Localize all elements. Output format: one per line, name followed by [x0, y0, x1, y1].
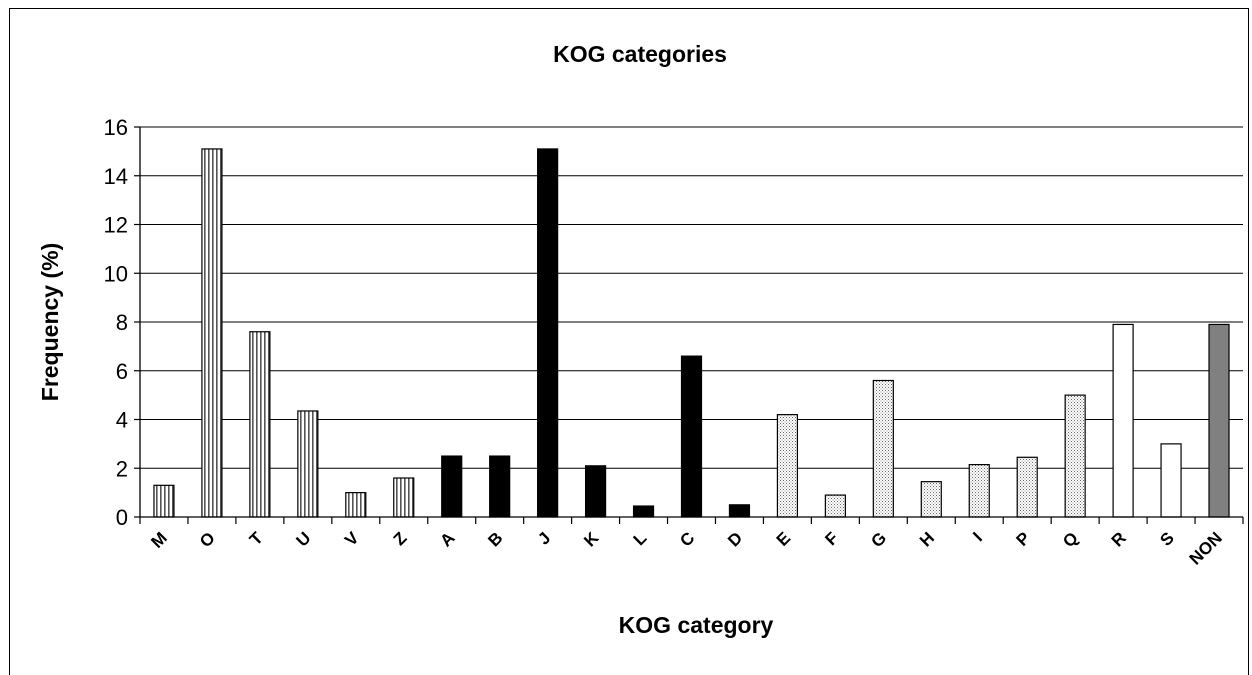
bar-e: [776, 414, 799, 518]
x-tick-label: L: [630, 528, 651, 549]
x-tick-label: D: [724, 528, 746, 550]
y-tick-label: 12: [104, 213, 128, 238]
y-tick-label: 2: [116, 456, 128, 481]
x-tick-label: K: [580, 528, 603, 551]
x-tick-label: J: [534, 528, 554, 548]
bar-o: [201, 148, 223, 518]
bar-c: [680, 355, 703, 518]
x-tick-label: M: [147, 528, 170, 551]
bar-i: [968, 463, 990, 518]
x-tick-label: A: [436, 528, 458, 550]
x-tick-label: V: [341, 528, 363, 550]
x-tick-label: C: [676, 528, 698, 550]
bar-a: [441, 455, 463, 518]
x-tick-label: NON: [1186, 528, 1226, 568]
x-tick-label: R: [1108, 528, 1130, 550]
x-tick-label: E: [773, 528, 794, 549]
bar-k: [584, 465, 607, 518]
x-axis-title: KOG category: [619, 612, 774, 638]
bar-j: [537, 148, 559, 518]
y-tick-label: 6: [116, 359, 128, 384]
chart-title: KOG categories: [553, 41, 727, 67]
bar-q: [1064, 394, 1086, 518]
bars: [153, 148, 1230, 518]
y-tick-label: 8: [116, 310, 128, 335]
y-tick-label: 16: [104, 115, 128, 140]
x-tick-label: P: [1013, 528, 1034, 549]
bar-l: [632, 505, 655, 518]
x-tick-label: B: [484, 528, 506, 550]
bar-m: [153, 484, 175, 518]
bar-non: [1208, 323, 1230, 518]
bar-r: [1112, 323, 1134, 518]
bar-h: [920, 481, 942, 518]
x-tick-label: G: [867, 528, 890, 551]
bar-u: [297, 410, 319, 518]
x-tick-label: I: [969, 528, 986, 545]
x-tick-labels: M O T U V Z A B J K L C D E F G H I P Q R S NON: [147, 528, 1225, 569]
y-axis-title: Frequency (%): [37, 243, 63, 401]
bar-t: [249, 331, 271, 518]
y-tick-label: 10: [104, 261, 128, 286]
bar-s: [1160, 443, 1182, 518]
x-tick-label: O: [196, 528, 219, 551]
bar-v: [345, 492, 367, 518]
bar-z: [393, 477, 415, 518]
x-tick-label: S: [1156, 528, 1177, 549]
y-tick-label: 4: [116, 408, 128, 433]
bar-f: [824, 494, 846, 518]
bar-b: [489, 455, 511, 518]
x-tick-label: T: [246, 528, 267, 549]
x-tick-label: Z: [390, 528, 411, 549]
bar-d: [728, 504, 751, 518]
y-tick-label: 14: [104, 164, 128, 189]
y-tick-labels: 0 2 4 6 8 10 12 14 16: [104, 115, 128, 530]
y-tick-label: 0: [116, 505, 128, 530]
x-tick-label: H: [916, 528, 938, 550]
axes: [134, 126, 1244, 524]
x-tick-label: F: [821, 528, 842, 549]
bar-p: [1016, 456, 1038, 518]
x-tick-label: U: [293, 528, 315, 550]
x-tick-label: Q: [1059, 528, 1082, 551]
bar-g: [872, 379, 894, 518]
